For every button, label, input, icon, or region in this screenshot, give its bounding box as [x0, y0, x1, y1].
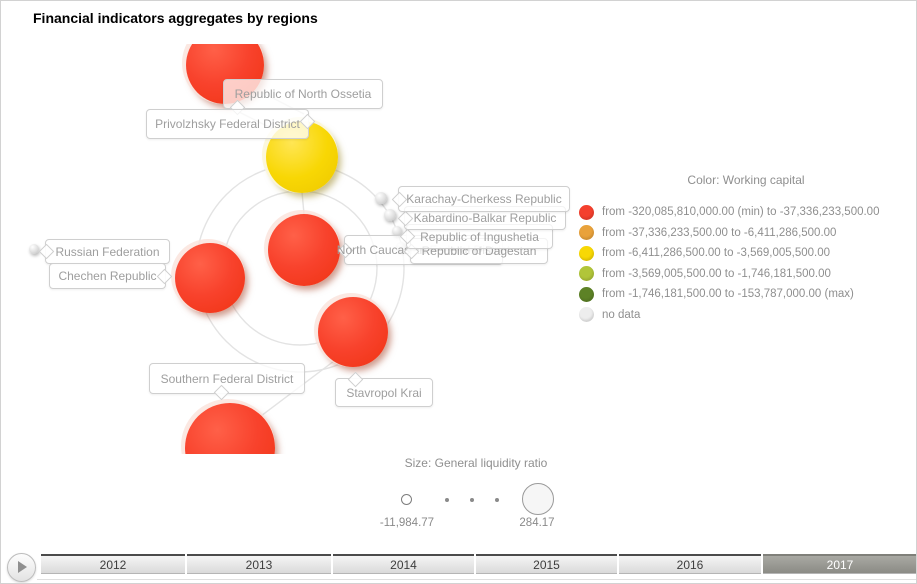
- size-step-dot-icon: [470, 497, 474, 502]
- label-privolzhsky: Privolzhsky Federal District: [146, 109, 316, 139]
- size-min-circle-icon: [401, 494, 412, 505]
- play-button[interactable]: [7, 553, 36, 582]
- play-icon: [18, 561, 27, 573]
- label-russian-federation: Russian Federation: [38, 239, 170, 264]
- label-north-ossetia: Republic of North Ossetia: [223, 79, 383, 116]
- size-min-value: -11,984.77: [379, 517, 435, 529]
- label-text: Southern Federal District: [160, 371, 294, 386]
- label-chechen: Chechen Republic: [49, 263, 173, 289]
- label-text: Karachay-Cherkess Republic: [406, 192, 562, 206]
- label-southern: Southern Federal District: [149, 363, 305, 401]
- size-max-circle-icon: [522, 483, 554, 515]
- bubble-chechen[interactable]: [175, 243, 245, 313]
- dot-ingushetia[interactable]: [392, 226, 402, 236]
- plot-area: Republic of North Ossetia Privolzhsky Fed…: [1, 44, 916, 454]
- legend-item-1: from -37,336,233,500.00 to -6,411,286,50…: [579, 223, 913, 244]
- label-text: Chechen Republic: [58, 269, 157, 283]
- bubble-north-caucasian[interactable]: [268, 214, 340, 286]
- label-karachay: Karachay-Cherkess Republic: [391, 186, 570, 212]
- size-step-dot-icon: [495, 497, 499, 502]
- dot-russian-federation[interactable]: [29, 244, 39, 254]
- legend-swatch-icon: [579, 225, 594, 241]
- label-text: Kabardino-Balkar Republic: [413, 211, 557, 225]
- color-legend-items: from -320,085,810,000.00 (min) to -37,33…: [579, 202, 913, 325]
- legend-item-2: from -6,411,286,500.00 to -3,569,005,500…: [579, 243, 913, 264]
- label-text: Stavropol Krai: [346, 385, 422, 400]
- chart-title: Financial indicators aggregates by regio…: [33, 10, 318, 26]
- label-text: Privolzhsky Federal District: [155, 117, 300, 131]
- legend-swatch-icon: [579, 204, 594, 220]
- color-legend: Color: Working capital from -320,085,810…: [579, 173, 913, 325]
- legend-swatch-icon: [579, 286, 594, 302]
- label-text: Russian Federation: [55, 244, 160, 259]
- year-segment-2016[interactable]: 2016: [619, 554, 761, 574]
- legend-item-label: from -6,411,286,500.00 to -3,569,005,500…: [602, 247, 831, 260]
- year-segment-2014[interactable]: 2014: [333, 554, 474, 574]
- label-text: Republic of Ingushetia: [420, 229, 539, 244]
- year-segment-2015[interactable]: 2015: [476, 554, 617, 574]
- legend-item-0: from -320,085,810,000.00 (min) to -37,33…: [579, 202, 913, 223]
- size-max-value: 284.17: [519, 517, 555, 529]
- timeline-track: [37, 579, 916, 580]
- label-text: Republic of North Ossetia: [234, 87, 372, 101]
- year-segment-2017[interactable]: 2017: [763, 554, 916, 574]
- legend-item-label: from -3,569,005,500.00 to -1,746,181,500…: [602, 267, 831, 280]
- dot-kabardino[interactable]: [384, 209, 396, 221]
- legend-swatch-icon: [579, 266, 594, 282]
- legend-item-label: from -37,336,233,500.00 to -6,411,286,50…: [602, 226, 837, 239]
- year-segment-2013[interactable]: 2013: [187, 554, 331, 574]
- legend-swatch-icon: [579, 245, 594, 261]
- legend-item-5: no data: [579, 305, 913, 326]
- size-legend-title: Size: General liquidity ratio: [404, 456, 548, 470]
- bubble-stavropol[interactable]: [318, 297, 388, 367]
- legend-item-4: from -1,746,181,500.00 to -153,787,000.0…: [579, 284, 913, 305]
- legend-swatch-icon: [579, 307, 594, 323]
- timeline: 2012 2013 2014 2015 2016 2017: [1, 546, 916, 583]
- dot-karachay[interactable]: [375, 192, 387, 204]
- size-legend: Size: General liquidity ratio -11,984.77…: [371, 456, 581, 536]
- color-legend-title: Color: Working capital: [687, 173, 805, 187]
- size-step-dot-icon: [445, 497, 449, 502]
- legend-item-3: from -3,569,005,500.00 to -1,746,181,500…: [579, 264, 913, 285]
- label-stavropol: Stavropol Krai: [335, 371, 433, 407]
- year-segment-2012[interactable]: 2012: [41, 554, 185, 574]
- legend-item-label: no data: [602, 308, 641, 321]
- legend-item-label: from -320,085,810,000.00 (min) to -37,33…: [602, 206, 880, 219]
- legend-item-label: from -1,746,181,500.00 to -153,787,000.0…: [602, 288, 854, 301]
